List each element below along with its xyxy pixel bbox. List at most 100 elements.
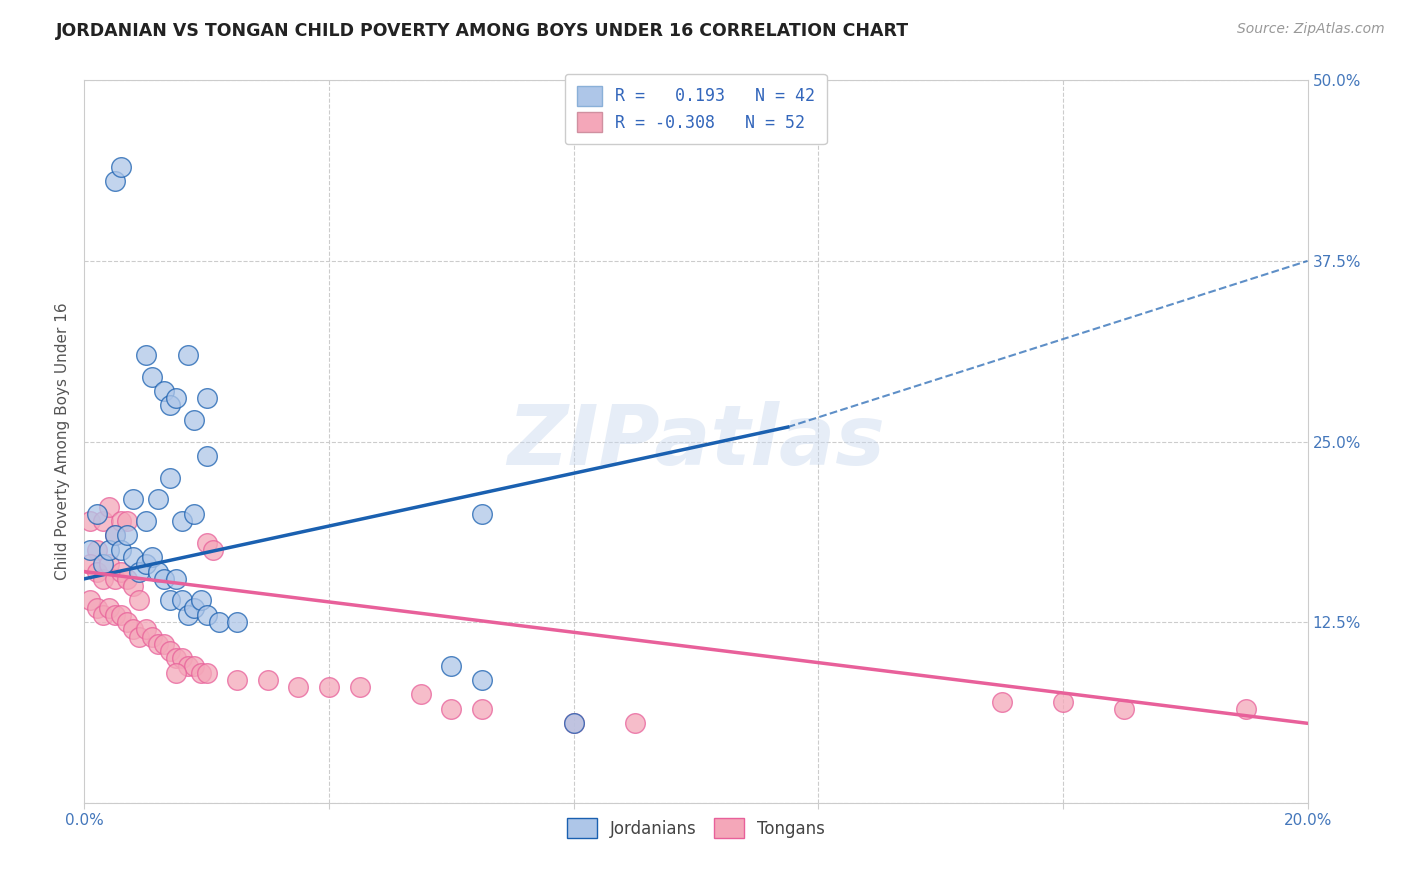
Point	[195, 391, 218, 405]
Point	[1236, 702, 1258, 716]
Point	[409, 687, 432, 701]
Point	[122, 623, 145, 637]
Point	[257, 673, 280, 687]
Point	[201, 542, 224, 557]
Point	[110, 607, 132, 622]
Point	[128, 593, 150, 607]
Point	[183, 413, 205, 427]
Y-axis label: Child Poverty Among Boys Under 16: Child Poverty Among Boys Under 16	[55, 302, 70, 581]
Point	[471, 702, 494, 716]
Point	[97, 500, 120, 514]
Point	[135, 514, 157, 528]
Point	[104, 572, 127, 586]
Point	[195, 665, 218, 680]
Point	[91, 514, 114, 528]
Point	[122, 579, 145, 593]
Text: ZIPatlas: ZIPatlas	[508, 401, 884, 482]
Point	[141, 630, 163, 644]
Point	[104, 528, 127, 542]
Point	[287, 680, 309, 694]
Point	[110, 160, 132, 174]
Point	[172, 651, 194, 665]
Point	[86, 565, 108, 579]
Point	[190, 593, 212, 607]
Point	[1114, 702, 1136, 716]
Point	[195, 607, 218, 622]
Point	[104, 174, 127, 188]
Point	[226, 673, 249, 687]
Point	[165, 572, 187, 586]
Point	[97, 600, 120, 615]
Point	[115, 572, 138, 586]
Point	[624, 716, 647, 731]
Point	[1052, 695, 1074, 709]
Point	[91, 558, 114, 572]
Point	[562, 716, 585, 731]
Point	[562, 716, 585, 731]
Point	[172, 593, 194, 607]
Point	[165, 391, 187, 405]
Point	[86, 542, 108, 557]
Point	[195, 535, 218, 549]
Point	[177, 607, 200, 622]
Point	[226, 615, 249, 630]
Point	[440, 658, 463, 673]
Point	[122, 492, 145, 507]
Point	[104, 528, 127, 542]
Point	[91, 607, 114, 622]
Point	[159, 398, 181, 412]
Legend: Jordanians, Tongans: Jordanians, Tongans	[561, 812, 831, 845]
Point	[135, 348, 157, 362]
Point	[128, 565, 150, 579]
Point	[91, 572, 114, 586]
Point	[177, 658, 200, 673]
Point	[141, 550, 163, 565]
Point	[79, 593, 101, 607]
Point	[146, 637, 169, 651]
Point	[86, 600, 108, 615]
Point	[991, 695, 1014, 709]
Point	[141, 369, 163, 384]
Point	[115, 528, 138, 542]
Point	[195, 449, 218, 463]
Point	[146, 492, 169, 507]
Point	[104, 607, 127, 622]
Point	[146, 565, 169, 579]
Point	[110, 565, 132, 579]
Point	[86, 507, 108, 521]
Point	[153, 384, 176, 398]
Point	[208, 615, 231, 630]
Point	[153, 637, 176, 651]
Point	[110, 542, 132, 557]
Point	[128, 630, 150, 644]
Point	[110, 514, 132, 528]
Point	[177, 348, 200, 362]
Point	[79, 542, 101, 557]
Point	[172, 514, 194, 528]
Point	[115, 615, 138, 630]
Point	[79, 558, 101, 572]
Point	[122, 550, 145, 565]
Point	[318, 680, 340, 694]
Point	[159, 644, 181, 658]
Point	[115, 514, 138, 528]
Point	[159, 593, 181, 607]
Point	[471, 673, 494, 687]
Point	[159, 470, 181, 484]
Point	[79, 514, 101, 528]
Point	[183, 658, 205, 673]
Point	[440, 702, 463, 716]
Point	[471, 507, 494, 521]
Point	[190, 665, 212, 680]
Point	[97, 558, 120, 572]
Text: Source: ZipAtlas.com: Source: ZipAtlas.com	[1237, 22, 1385, 37]
Point	[97, 542, 120, 557]
Point	[135, 558, 157, 572]
Point	[183, 600, 205, 615]
Point	[349, 680, 371, 694]
Point	[165, 665, 187, 680]
Point	[153, 572, 176, 586]
Point	[183, 507, 205, 521]
Point	[135, 623, 157, 637]
Text: JORDANIAN VS TONGAN CHILD POVERTY AMONG BOYS UNDER 16 CORRELATION CHART: JORDANIAN VS TONGAN CHILD POVERTY AMONG …	[56, 22, 910, 40]
